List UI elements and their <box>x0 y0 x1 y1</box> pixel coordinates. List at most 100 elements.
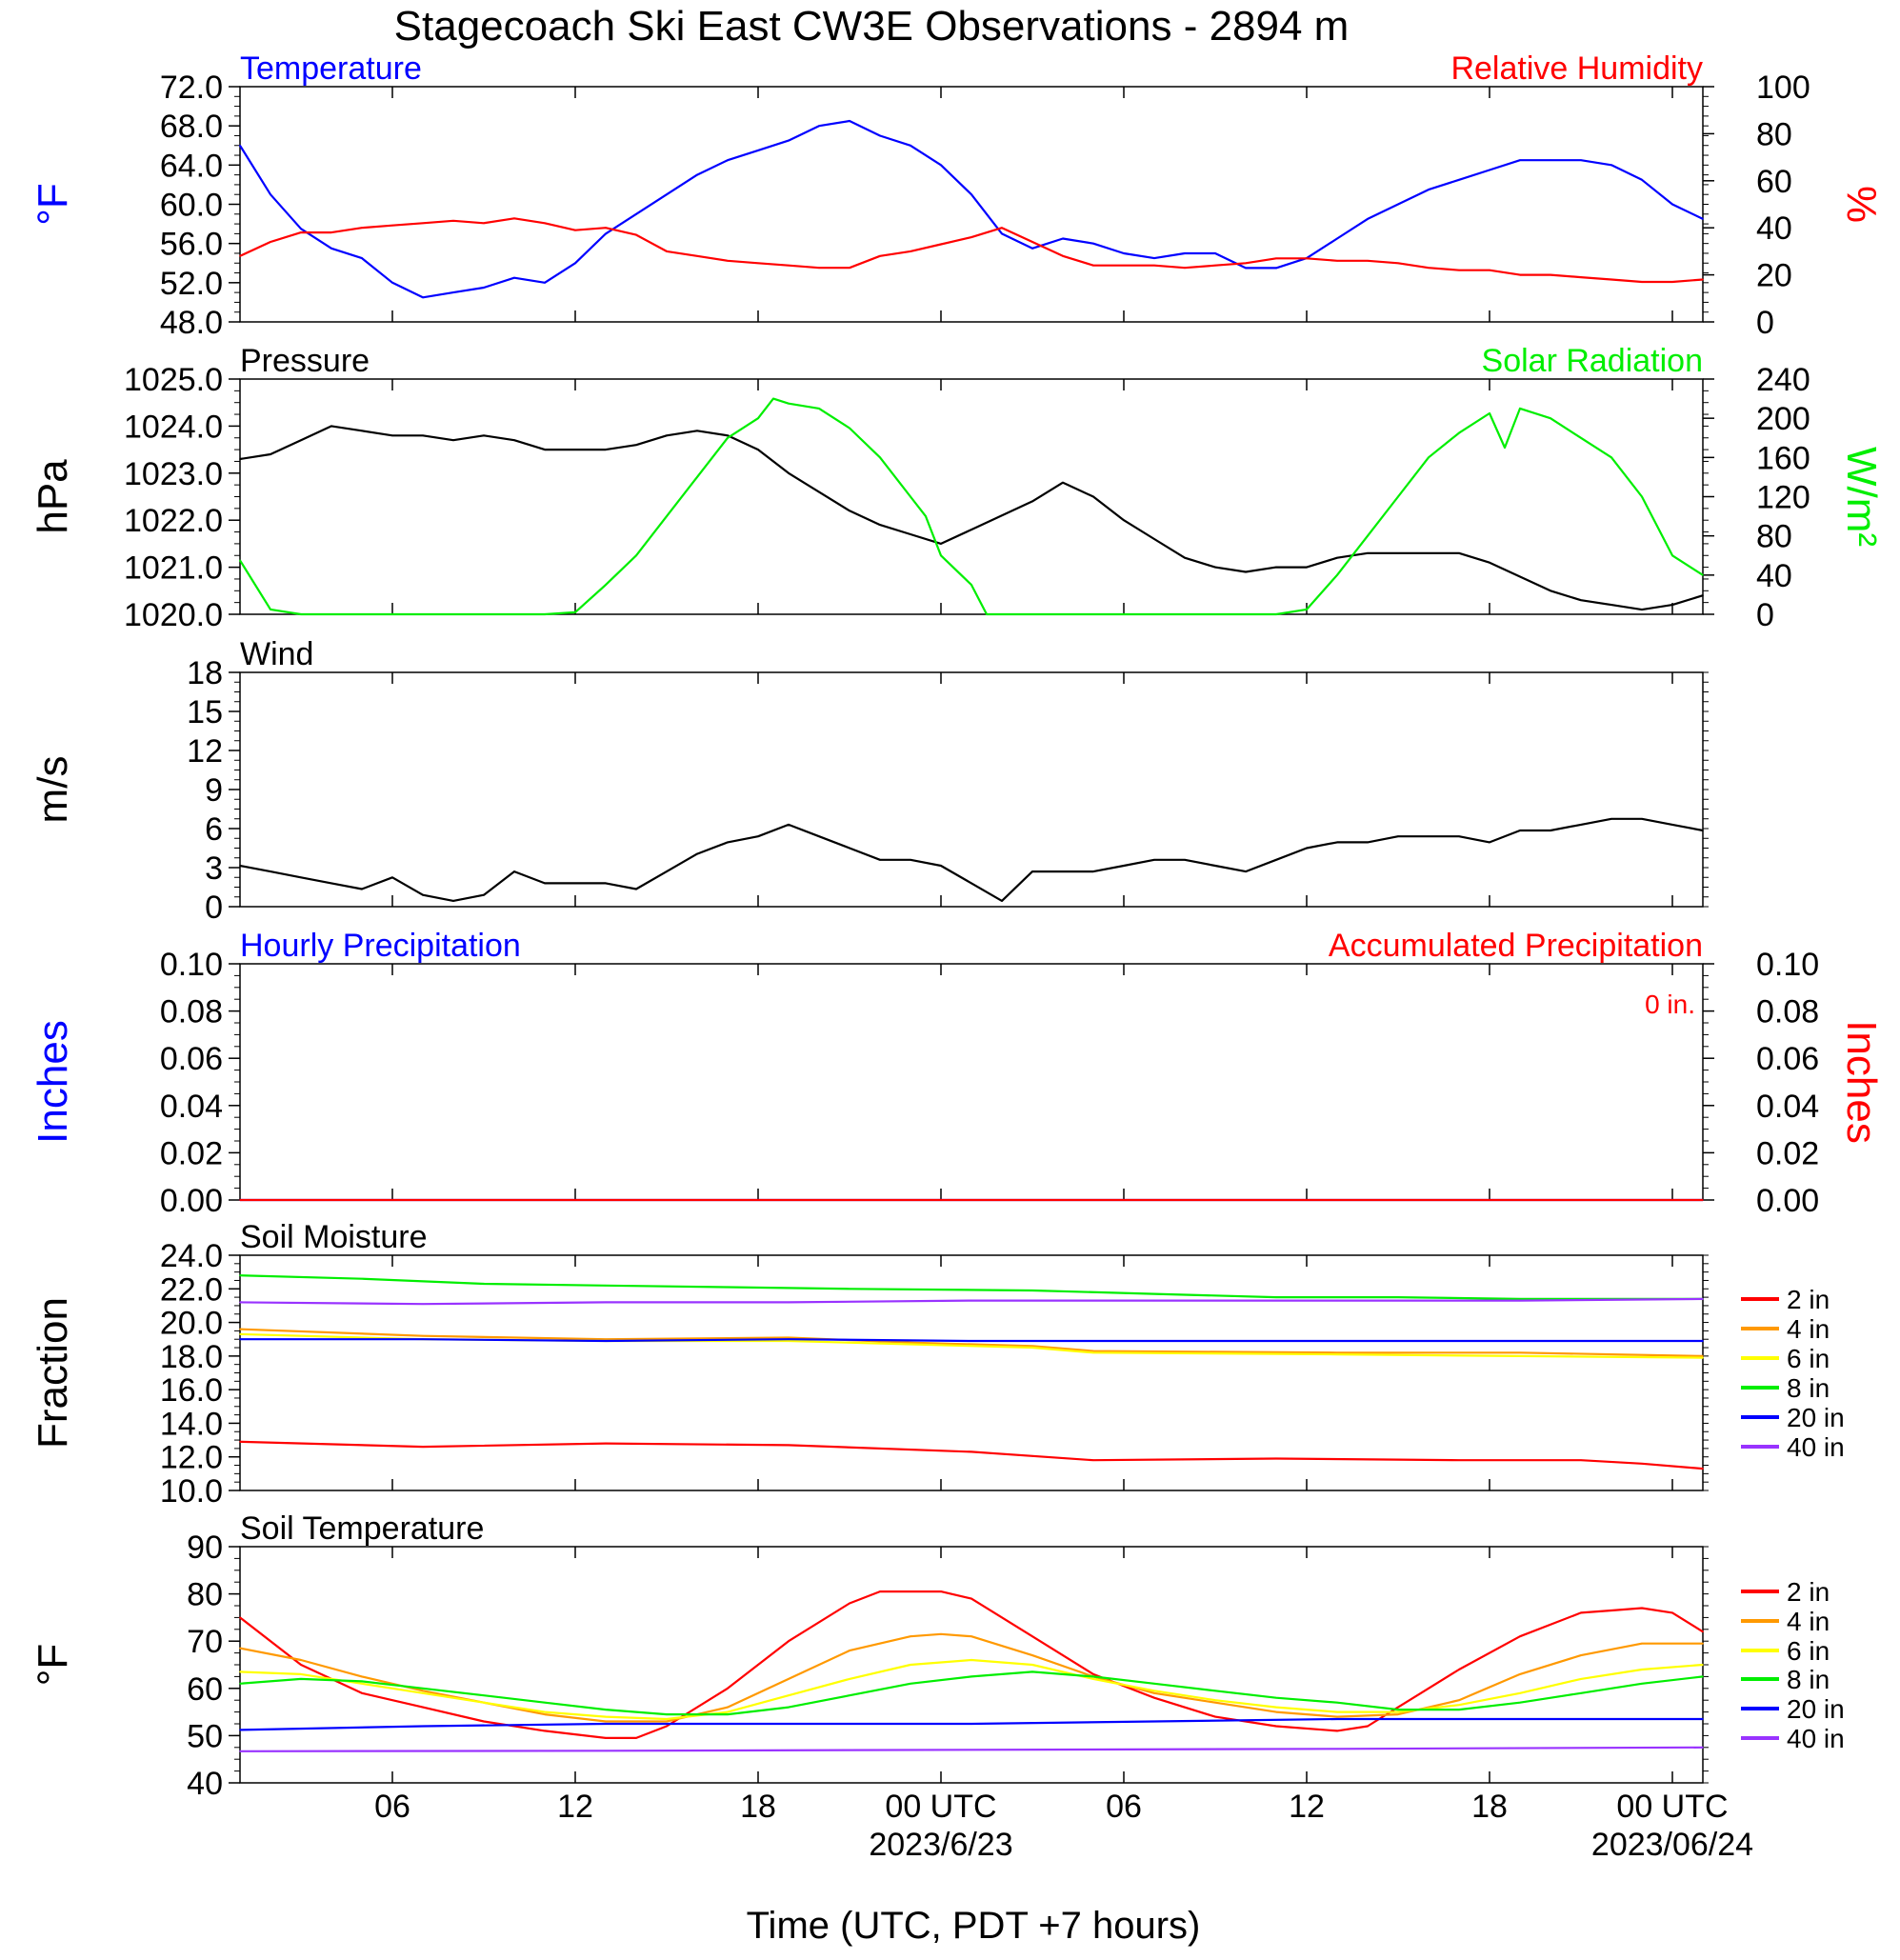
data-point <box>1153 1692 1155 1694</box>
data-point <box>1123 264 1125 267</box>
data-point <box>940 865 942 867</box>
y-tick-label: 56.0 <box>160 227 223 263</box>
y-right-tick-label: 200 <box>1756 401 1810 437</box>
data-point <box>1153 1696 1155 1699</box>
y-right-tick-label: 20 <box>1756 258 1792 294</box>
data-point <box>940 1590 942 1592</box>
y-axis-label-left: °F <box>30 1644 76 1686</box>
data-point <box>452 291 454 293</box>
data-point <box>788 1723 790 1725</box>
data-point <box>970 1450 972 1453</box>
data-point <box>1610 818 1612 820</box>
data-point <box>1610 456 1612 459</box>
y-tick-label: 12.0 <box>160 1440 223 1476</box>
data-point <box>788 1338 790 1340</box>
data-point <box>788 824 790 826</box>
data-point <box>788 402 790 405</box>
data-point <box>1610 164 1612 167</box>
data-point <box>1031 870 1033 872</box>
data-point <box>666 1713 668 1715</box>
data-point <box>1519 273 1521 276</box>
data-point <box>1031 500 1033 503</box>
data-point <box>1610 1610 1612 1611</box>
data-point <box>422 1338 424 1340</box>
figure-title: Stagecoach Ski East CW3E Observations - … <box>394 3 1350 50</box>
data-point <box>605 1737 607 1739</box>
data-point <box>1153 1683 1155 1685</box>
data-point <box>1367 218 1369 220</box>
data-point <box>605 227 607 229</box>
data-point <box>422 1725 424 1728</box>
y-tick-label: 64.0 <box>160 148 223 184</box>
data-point <box>940 554 942 557</box>
data-point <box>544 282 546 284</box>
data-point <box>270 609 271 610</box>
y-right-tick-label: 80 <box>1756 116 1792 152</box>
data-point <box>391 876 393 879</box>
chart-panel-4: 0.10 0.08 0.06 0.04 0.02 0.00 0.10 0.08 0.06 0.04… <box>30 928 1885 1219</box>
y-tick-label: 16.0 <box>160 1372 223 1409</box>
data-point <box>1245 262 1247 265</box>
data-point <box>879 456 881 459</box>
data-point <box>1489 169 1490 171</box>
y-right-tick-label: 40 <box>1756 210 1792 247</box>
x-tick-label: 18 <box>740 1789 776 1825</box>
data-point <box>239 1683 241 1685</box>
data-point <box>1001 227 1003 229</box>
data-point <box>483 1283 485 1285</box>
data-point <box>1092 242 1094 245</box>
data-point <box>1580 1678 1582 1680</box>
data-point <box>1519 1692 1521 1694</box>
data-point <box>1397 1709 1399 1710</box>
data-point <box>1245 570 1247 573</box>
data-point <box>727 1286 729 1289</box>
legend-label: 40 in <box>1787 1724 1845 1753</box>
y-tick-label: 0.08 <box>160 994 223 1030</box>
data-point <box>1153 264 1155 267</box>
data-point <box>1504 447 1506 449</box>
data-point <box>1580 276 1582 278</box>
data-point <box>1336 1715 1338 1718</box>
data-point <box>788 1301 790 1304</box>
data-point <box>910 250 911 252</box>
data-point <box>635 444 637 447</box>
data-point <box>1641 281 1643 283</box>
data-point <box>1153 1720 1155 1723</box>
data-point <box>300 613 302 615</box>
data-point <box>544 1710 546 1713</box>
data-point <box>300 876 302 879</box>
y-right-tick-label: 60 <box>1756 164 1792 200</box>
y-right-tick-label: 40 <box>1756 558 1792 594</box>
data-point <box>1092 870 1094 872</box>
data-point <box>1153 1299 1155 1302</box>
data-point <box>1214 252 1216 254</box>
data-point <box>910 1341 911 1344</box>
data-point <box>1336 841 1338 844</box>
data-point <box>849 267 850 270</box>
data-point <box>239 1199 241 1201</box>
y-tick-label: 22.0 <box>160 1271 223 1308</box>
y-axis-label-left: Fraction <box>30 1297 76 1449</box>
data-point <box>666 1725 668 1728</box>
data-point <box>1092 1673 1094 1675</box>
data-point <box>1458 1699 1460 1701</box>
data-point <box>757 835 759 837</box>
y-right-tick-label: 0.08 <box>1756 994 1819 1030</box>
data-point <box>422 1446 424 1448</box>
panel-title-left: Pressure <box>240 343 370 379</box>
data-point <box>1702 1199 1704 1201</box>
legend-label: 6 in <box>1787 1344 1830 1373</box>
data-point <box>1336 556 1338 559</box>
data-point <box>605 1750 607 1752</box>
data-point <box>544 222 546 225</box>
data-point <box>452 900 454 902</box>
data-point <box>1336 237 1338 240</box>
series-line-pressure <box>239 425 1704 611</box>
data-point <box>239 145 241 147</box>
data-point <box>1397 835 1399 837</box>
data-point <box>1671 824 1673 826</box>
data-point <box>970 1299 972 1302</box>
data-point <box>1153 1292 1155 1295</box>
